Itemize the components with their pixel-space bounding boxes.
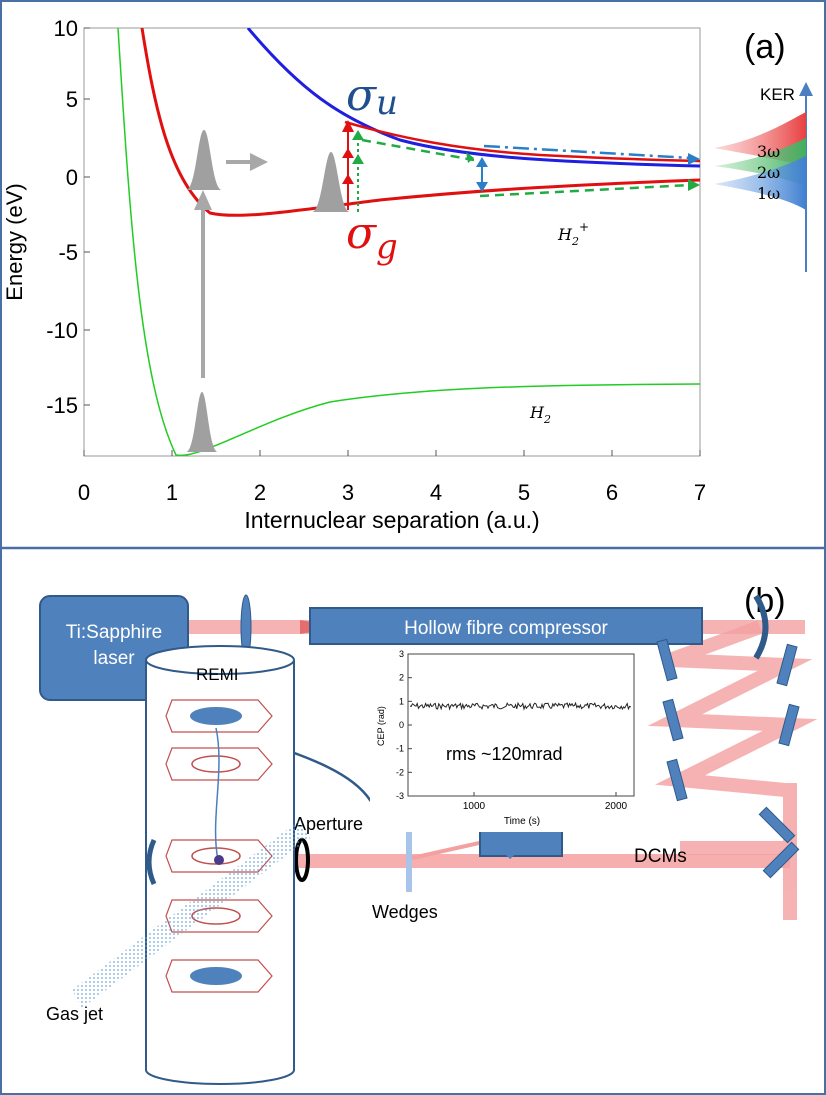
h2plus-label: H2+	[557, 220, 589, 248]
x-tick-label: 7	[694, 480, 706, 505]
wavepacket-ground	[186, 392, 218, 452]
y-tick-label: -10	[46, 318, 78, 343]
wedges-label: Wedges	[372, 902, 438, 922]
inset-x-ticks: 1000 2000	[463, 792, 628, 812]
gas-jet	[72, 820, 310, 1008]
x-tick-label: 1	[166, 480, 178, 505]
inset-y-ticks: 3 2 1 0 -1 -2 -3	[396, 649, 412, 801]
ker-peak-1w	[714, 156, 806, 210]
wavepacket-ion	[186, 130, 222, 190]
y-tick-label: -15	[46, 393, 78, 418]
sigma-g-label: σg	[346, 208, 398, 267]
sigma-u-shadow-curve	[344, 120, 700, 163]
laser-label-line2: laser	[93, 648, 135, 669]
dcms-label: DCMs	[634, 846, 687, 867]
inset-x-label: Time (s)	[504, 816, 540, 827]
dcm-mirrors	[656, 638, 800, 879]
wedges	[406, 830, 412, 892]
aperture-label: Aperture	[294, 814, 363, 834]
hollow-fibre-compressor-box	[309, 607, 703, 645]
ker-1w-label: 1ω	[757, 184, 780, 203]
inset-y-label: CEP (rad)	[376, 706, 386, 746]
inset-y-tick-label: -3	[396, 791, 404, 801]
h2-label: H2	[529, 403, 551, 426]
inset-x-tick-label: 2000	[605, 801, 628, 812]
h2-curve	[117, 28, 700, 456]
inset-y-tick-label: 2	[399, 673, 404, 683]
y-tick-label: 5	[66, 87, 78, 112]
compressor-label: Hollow fibre compressor	[404, 618, 608, 639]
dcm-beam-path	[647, 620, 818, 920]
blue-dashdot-path	[483, 144, 691, 160]
laser-label-line1: Ti:Sapphire	[66, 622, 162, 643]
ker-spectrum: KER 3ω 2ω 1ω	[714, 82, 813, 272]
focusing-mirror	[146, 838, 157, 886]
detector-top	[190, 707, 242, 725]
interaction-point	[214, 855, 224, 865]
propagation-arrowhead	[250, 153, 268, 171]
panel-b: (b) Ti:Sapphire laser Hollow fibre compr…	[39, 582, 818, 1085]
y-axis-ticks: 10 5 0 -5 -10 -15	[46, 16, 90, 418]
wavepacket-propagated	[312, 152, 350, 212]
detector-bottom	[190, 967, 242, 985]
sigma-u-label: σu	[346, 70, 398, 123]
cep-trace	[409, 701, 632, 711]
inset-x-tick-label: 1000	[463, 801, 486, 812]
panel-a-label: (a)	[744, 28, 786, 66]
ionization-arrowhead	[194, 190, 212, 210]
y-tick-label: 10	[54, 16, 78, 41]
x-axis-label: Internuclear separation (a.u.)	[244, 507, 539, 533]
inset-plot-area	[407, 653, 635, 797]
x-tick-label: 2	[254, 480, 266, 505]
cep-inset: 3 2 1 0 -1 -2 -3 1000 2000 CEP (rad) Time (s) r…	[370, 648, 638, 832]
inset-y-tick-label: -2	[396, 767, 404, 777]
inset-y-tick-label: 0	[399, 720, 404, 730]
x-tick-label: 3	[342, 480, 354, 505]
inset-y-tick-label: 3	[399, 649, 404, 659]
green-dashed-path-2	[479, 183, 691, 198]
remi-label: REMI	[196, 665, 239, 684]
laser-beam-lower	[150, 854, 790, 868]
y-axis-label: Energy (eV)	[2, 183, 27, 300]
curved-mirror	[753, 594, 769, 660]
x-tick-label: 6	[606, 480, 618, 505]
sigma-u-curve	[246, 28, 700, 168]
x-tick-label: 0	[78, 480, 90, 505]
inset-y-tick-label: 1	[399, 696, 404, 706]
ker-label: KER	[760, 85, 795, 104]
ker-3w-label: 3ω	[757, 142, 780, 161]
ker-2w-label: 2ω	[757, 163, 780, 182]
inset-y-tick-label: -1	[396, 744, 404, 754]
inset-annotation: rms ~120mrad	[446, 744, 563, 764]
y-tick-label: -5	[58, 240, 78, 265]
x-tick-label: 4	[430, 480, 442, 505]
pickoff-mirror	[505, 830, 535, 860]
x-axis-ticks: 0 1 2 3 4 5 6 7	[78, 450, 706, 505]
green-dashed-path-1	[361, 138, 475, 162]
panel-a: 10 5 0 -5 -10 -15 0 1 2 3 4 5 6 7 Energy (eV) Intern…	[2, 16, 813, 533]
electron-trajectory	[214, 727, 220, 861]
sigma-g-curve	[140, 28, 700, 217]
y-tick-label: 0	[66, 165, 78, 190]
gasjet-label: Gas jet	[46, 1004, 103, 1024]
x-tick-label: 5	[518, 480, 530, 505]
